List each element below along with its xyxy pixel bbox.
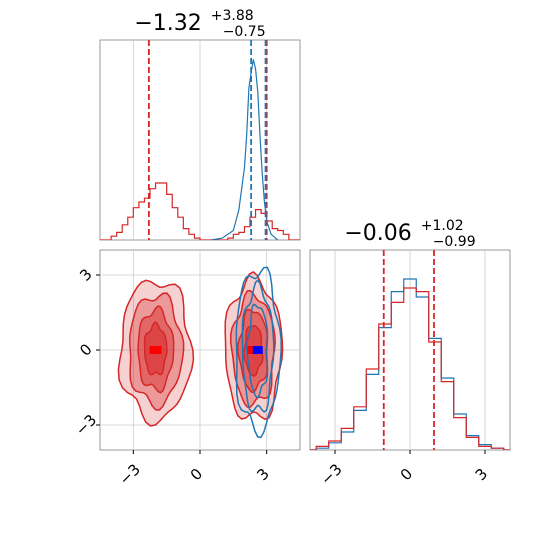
tick-label-x: 3 (472, 465, 491, 484)
tick-label-x: −3 (317, 460, 345, 488)
title-bottom-right: −0.06 +1.02 −0.99 (344, 211, 475, 250)
tick-label-y: 0 (76, 340, 95, 359)
series-group (310, 278, 510, 450)
title-sup: +3.88 (211, 8, 254, 24)
title-main: −1.32 (134, 11, 201, 36)
tick-label-x: 0 (187, 465, 206, 484)
panel-top-left-histogram: −1.32 +3.88 −0.75 (99, 1, 301, 241)
tick-label-y: −3 (72, 411, 100, 439)
panel-bottom-left-contour: −3 0 3 −3 0 3 (72, 249, 301, 489)
tick-labels: −3 0 3 (317, 450, 491, 489)
peak-marker-red (149, 346, 162, 354)
quantile-lines (147, 40, 268, 240)
quantile-lines (382, 250, 435, 450)
histogram-blue (211, 59, 279, 240)
contour-blue (246, 303, 269, 399)
title-top-left: −1.32 +3.88 −0.75 (134, 1, 265, 40)
tick-label-y: 3 (76, 265, 95, 284)
title-sub: −0.99 (433, 234, 476, 250)
peak-marker-blue (252, 346, 263, 354)
title-sup: +1.02 (421, 218, 464, 234)
title-sub: −0.75 (223, 24, 266, 40)
title-main: −0.06 (344, 221, 411, 246)
tick-label-x: 0 (397, 465, 416, 484)
contour-blue (241, 279, 275, 413)
histogram-red (310, 287, 510, 450)
tick-label-x: 3 (253, 465, 272, 484)
series-group (117, 266, 284, 439)
tick-label-x: −3 (116, 460, 144, 488)
contour-blue (235, 266, 282, 439)
grid-lines (334, 250, 486, 450)
panel-bottom-right-histogram: −3 0 3 −0.06 +1.02 −0.99 (309, 211, 511, 489)
